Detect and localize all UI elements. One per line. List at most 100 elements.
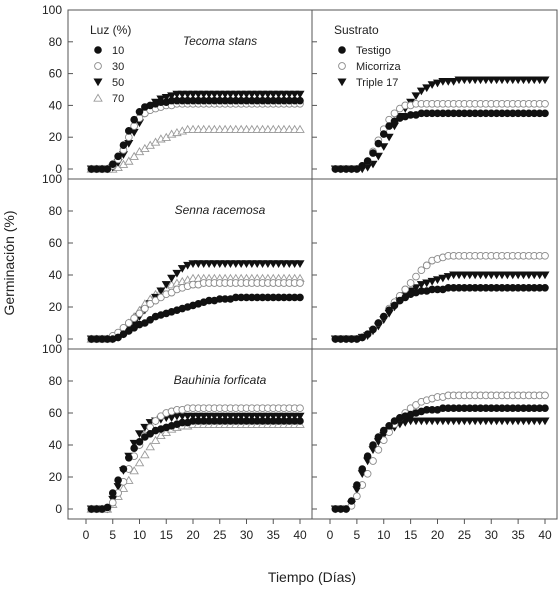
x-tick-label: 10 — [133, 528, 147, 542]
data-point — [204, 412, 214, 421]
data-point — [470, 271, 480, 280]
data-point — [172, 269, 182, 278]
panel-title: Senna racemosa — [175, 203, 266, 217]
data-point — [342, 505, 350, 513]
data-point — [508, 417, 518, 426]
data-point — [231, 90, 241, 99]
data-point — [209, 90, 219, 99]
y-tick-label: 20 — [49, 470, 63, 484]
data-point — [125, 127, 133, 135]
data-point — [161, 93, 171, 102]
data-point — [470, 76, 480, 85]
data-point — [252, 90, 262, 99]
y-axis-label: Germinación (%) — [1, 210, 17, 315]
data-point — [492, 76, 502, 85]
y-tick-label: 20 — [49, 130, 63, 144]
data-point — [204, 90, 214, 99]
data-point — [183, 412, 193, 421]
data-point — [540, 417, 550, 426]
series-30 — [87, 99, 304, 173]
y-tick-label: 60 — [49, 236, 63, 250]
data-point — [369, 325, 377, 334]
data-point — [465, 76, 475, 85]
y-tick-label: 100 — [42, 342, 62, 356]
data-point — [124, 156, 134, 165]
data-point — [518, 417, 529, 426]
data-point — [443, 273, 453, 281]
data-point — [379, 130, 388, 138]
panel-3: 0 20 40 60 80 100 Senna racemosa — [42, 172, 313, 350]
data-point — [241, 90, 252, 99]
data-point — [475, 76, 486, 85]
data-point — [150, 435, 161, 444]
data-point — [411, 284, 421, 292]
data-point — [103, 503, 112, 512]
x-tick-label: 30 — [485, 528, 499, 542]
x-tick-label: 0 — [83, 528, 90, 542]
data-point — [268, 412, 278, 421]
x-tick-label: 40 — [293, 528, 307, 542]
data-point — [353, 492, 361, 501]
data-point — [369, 457, 377, 465]
legend-marker — [94, 46, 102, 54]
data-point — [290, 260, 300, 268]
data-point — [369, 149, 377, 157]
data-point — [449, 417, 459, 426]
data-point — [225, 412, 235, 421]
data-point — [379, 312, 388, 321]
panel-4 — [311, 178, 558, 350]
x-tick-label: 25 — [458, 528, 472, 542]
data-point — [513, 417, 523, 426]
data-point — [411, 92, 421, 101]
data-point — [427, 417, 437, 426]
x-tick-label: 5 — [354, 528, 361, 542]
panel-frame — [311, 178, 558, 350]
data-point — [296, 404, 304, 413]
data-point — [390, 301, 399, 310]
data-point — [225, 90, 235, 99]
data-point — [188, 412, 198, 421]
data-point — [422, 417, 432, 426]
data-point — [268, 260, 278, 268]
data-point — [432, 276, 443, 284]
data-point — [252, 260, 262, 268]
y-tick-label: 40 — [49, 98, 63, 112]
data-point — [497, 76, 507, 85]
data-point — [284, 412, 294, 421]
data-point — [151, 417, 160, 425]
data-point — [183, 90, 193, 99]
data-point — [130, 444, 138, 453]
y-tick-label: 60 — [49, 67, 63, 81]
data-point — [215, 260, 225, 268]
data-point — [125, 453, 133, 462]
panel-5: 0 20 40 60 80 100 0 5 10 15 20 25 30 35 40 Bauhinia for… — [42, 342, 313, 542]
x-tick-label: 30 — [240, 528, 254, 542]
data-point — [130, 115, 138, 124]
data-point — [374, 139, 383, 148]
data-point — [263, 260, 273, 268]
data-point — [220, 90, 230, 99]
data-point — [130, 122, 139, 130]
data-point — [193, 412, 203, 421]
data-point — [188, 90, 198, 99]
data-point — [284, 90, 294, 99]
data-point — [486, 417, 496, 426]
data-point — [541, 391, 549, 400]
data-point — [541, 283, 549, 292]
data-point — [225, 260, 235, 268]
data-point — [454, 271, 464, 280]
data-point — [209, 260, 219, 268]
data-point — [347, 497, 356, 505]
data-point — [220, 412, 230, 421]
series-testigo — [331, 283, 549, 343]
data-point — [108, 498, 117, 507]
data-point — [236, 90, 246, 99]
data-point — [231, 260, 241, 268]
data-point — [508, 271, 518, 280]
series-10 — [87, 96, 304, 173]
data-point — [535, 417, 545, 426]
data-point — [412, 272, 420, 281]
legend-marker — [338, 62, 346, 70]
data-point — [422, 84, 432, 93]
